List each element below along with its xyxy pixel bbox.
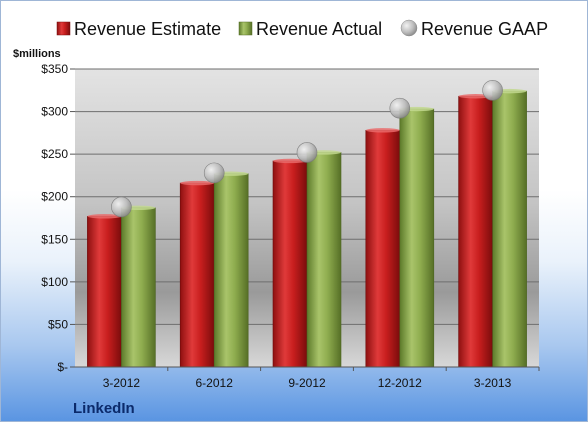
y-unit-label: $millions xyxy=(13,48,61,60)
legend-item-estimate: Revenue Estimate xyxy=(56,19,221,39)
x-tick-label: 12-2012 xyxy=(378,376,422,390)
gaap-marker xyxy=(203,162,225,184)
legend-label-actual: Revenue Actual xyxy=(256,19,382,39)
bar-estimate-cap xyxy=(87,214,122,219)
y-tick-label: $100 xyxy=(41,275,68,289)
bar-actual xyxy=(399,108,435,368)
company-name: LinkedIn xyxy=(73,400,135,417)
y-tick-label: $250 xyxy=(41,147,68,161)
bar-estimate-cap xyxy=(365,128,400,133)
x-tick-label: 6-2012 xyxy=(196,376,234,390)
y-tick-label: $150 xyxy=(41,232,68,246)
bars xyxy=(87,88,527,368)
legend-item-actual: Revenue Actual xyxy=(238,19,382,39)
bar-actual xyxy=(306,152,342,368)
bar-actual xyxy=(121,207,156,368)
y-tick-label: $- xyxy=(57,360,68,374)
legend-swatch-actual xyxy=(238,21,253,36)
x-axis-ticks: 3-2012 6-2012 9-2012 12-2012 3-2013 xyxy=(103,367,540,390)
bar-estimate xyxy=(365,130,401,368)
bar-actual xyxy=(213,173,249,368)
gaap-marker xyxy=(296,142,318,163)
x-tick-label: 3-2012 xyxy=(103,376,141,390)
legend-label-estimate: Revenue Estimate xyxy=(74,19,221,39)
bar-estimate-cap xyxy=(273,158,307,164)
bar-estimate xyxy=(272,160,308,368)
gaap-markers xyxy=(111,79,503,218)
bar-estimate xyxy=(87,215,122,368)
gaap-marker xyxy=(111,196,132,218)
x-tick-label: 9-2012 xyxy=(288,376,326,390)
x-tick-label: 3-2013 xyxy=(474,376,512,390)
y-tick-label: $300 xyxy=(41,105,68,119)
gaap-marker xyxy=(482,79,503,101)
gaap-marker xyxy=(389,97,411,119)
y-axis-ticks: $- $50 $100 $150 $200 $250 $300 $350 xyxy=(41,62,75,374)
bar-estimate xyxy=(458,95,493,368)
y-tick-label: $350 xyxy=(41,62,68,76)
bar-estimate xyxy=(179,182,215,368)
bar-actual xyxy=(492,90,527,368)
legend-item-gaap: Revenue GAAP xyxy=(400,19,548,39)
bar-estimate-cap xyxy=(180,180,215,186)
legend: Revenue Estimate Revenue Actual Revenue … xyxy=(56,19,548,39)
legend-label-gaap: Revenue GAAP xyxy=(421,19,548,39)
legend-swatch-estimate xyxy=(56,21,71,36)
y-tick-label: $50 xyxy=(48,317,68,331)
legend-swatch-gaap xyxy=(400,19,418,37)
y-tick-label: $200 xyxy=(41,190,68,204)
